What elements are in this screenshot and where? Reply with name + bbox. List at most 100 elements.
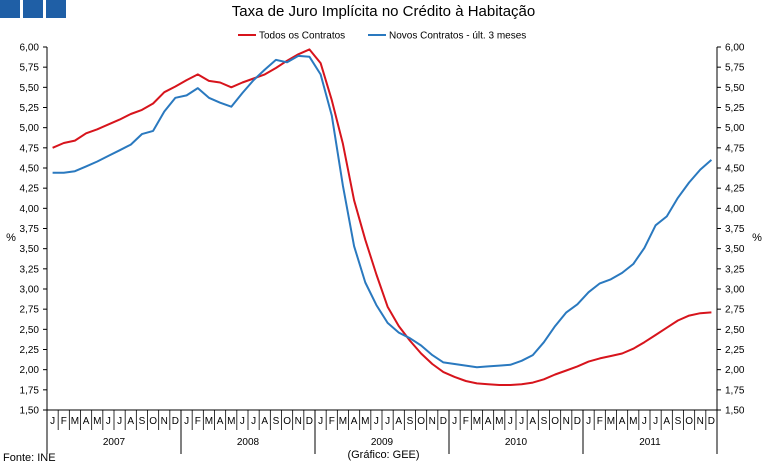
month-label: J	[240, 416, 245, 427]
month-label: A	[83, 416, 90, 427]
month-label: O	[417, 416, 425, 427]
month-label: A	[529, 416, 536, 427]
y-tick-label-right: 2,50	[725, 325, 745, 336]
month-label: F	[597, 416, 603, 427]
series-line-novos-contratos	[52, 54, 713, 369]
y-tick-label-right: 6,00	[725, 43, 745, 54]
y-tick-label-right: 5,75	[725, 63, 745, 74]
y-tick-label-right: 3,75	[725, 224, 745, 235]
month-label: M	[93, 416, 101, 427]
y-tick-label-right: 4,00	[725, 204, 745, 215]
month-label: O	[551, 416, 559, 427]
month-label: M	[205, 416, 213, 427]
month-label: J	[452, 416, 457, 427]
month-label: F	[195, 416, 201, 427]
logo-block	[0, 0, 20, 18]
month-label: A	[619, 416, 626, 427]
y-axis-label-right: %	[752, 232, 762, 244]
month-label: F	[463, 416, 469, 427]
month-label: J	[519, 416, 524, 427]
month-label: J	[642, 416, 647, 427]
month-label: O	[685, 416, 693, 427]
y-tick-label-left: 6,00	[20, 43, 40, 54]
month-label: D	[574, 416, 581, 427]
month-label: M	[71, 416, 79, 427]
y-tick-label-left: 2,25	[20, 345, 40, 356]
y-tick-label-right: 1,75	[725, 385, 745, 396]
y-tick-label-left: 3,50	[20, 244, 40, 255]
y-tick-label-right: 5,50	[725, 83, 745, 94]
month-label: J	[586, 416, 591, 427]
y-tick-label-right: 3,50	[725, 244, 745, 255]
y-tick-label-right: 3,25	[725, 264, 745, 275]
month-label: J	[385, 416, 390, 427]
month-label: J	[508, 416, 513, 427]
month-label: A	[485, 416, 492, 427]
y-tick-label-left: 5,00	[20, 123, 40, 134]
month-label: J	[374, 416, 379, 427]
month-label: D	[306, 416, 313, 427]
month-label: S	[675, 416, 682, 427]
y-tick-label-left: 3,75	[20, 224, 40, 235]
month-label: J	[184, 416, 189, 427]
month-label: M	[495, 416, 503, 427]
y-tick-label-left: 5,50	[20, 83, 40, 94]
month-label: N	[697, 416, 704, 427]
year-label: 2007	[103, 437, 126, 448]
month-label: J	[117, 416, 122, 427]
y-tick-label-right: 5,00	[725, 123, 745, 134]
month-label: O	[149, 416, 157, 427]
y-tick-label-left: 4,50	[20, 164, 40, 175]
month-label: S	[139, 416, 146, 427]
month-label: O	[283, 416, 291, 427]
month-label: M	[473, 416, 481, 427]
source-note: Fonte: INE	[3, 452, 56, 464]
year-label: 2010	[505, 437, 528, 448]
y-tick-label-right: 4,75	[725, 143, 745, 154]
month-label: N	[295, 416, 302, 427]
legend-label: Novos Contratos - últ. 3 meses	[389, 31, 526, 42]
month-label: J	[653, 416, 658, 427]
month-label: J	[318, 416, 323, 427]
chart-title: Taxa de Juro Implícita no Crédito à Habi…	[231, 3, 536, 20]
y-tick-label-left: 4,00	[20, 204, 40, 215]
y-tick-label-right: 2,25	[725, 345, 745, 356]
y-tick-label-left: 3,00	[20, 285, 40, 296]
year-label: 2011	[639, 437, 661, 448]
month-label: A	[663, 416, 670, 427]
month-label: N	[429, 416, 436, 427]
month-label: S	[407, 416, 414, 427]
month-label: M	[361, 416, 369, 427]
month-label: A	[395, 416, 402, 427]
logo-block	[46, 0, 66, 18]
y-tick-label-right: 3,00	[725, 285, 745, 296]
month-label: M	[227, 416, 235, 427]
month-label: A	[261, 416, 268, 427]
month-label: M	[339, 416, 347, 427]
y-tick-label-right: 4,50	[725, 164, 745, 175]
y-tick-label-left: 4,75	[20, 143, 40, 154]
y-tick-label-right: 4,25	[725, 184, 745, 195]
chart-credit: (Gráfico: GEE)	[347, 449, 420, 461]
month-label: J	[251, 416, 256, 427]
y-tick-label-left: 5,25	[20, 103, 40, 114]
y-tick-label-left: 2,75	[20, 305, 40, 316]
y-tick-label-right: 2,75	[725, 305, 745, 316]
month-label: F	[329, 416, 335, 427]
y-tick-label-right: 5,25	[725, 103, 745, 114]
month-label: N	[161, 416, 168, 427]
y-tick-label-right: 1,50	[725, 406, 745, 417]
y-axis-label-left: %	[6, 232, 16, 244]
month-label: F	[61, 416, 67, 427]
month-label: J	[106, 416, 111, 427]
year-label: 2008	[237, 437, 260, 448]
month-label: S	[273, 416, 280, 427]
month-label: J	[50, 416, 55, 427]
month-label: N	[563, 416, 570, 427]
logo-block	[23, 0, 43, 18]
y-tick-label-left: 4,25	[20, 184, 40, 195]
y-tick-label-left: 2,00	[20, 365, 40, 376]
month-label: A	[127, 416, 134, 427]
month-label: A	[217, 416, 224, 427]
